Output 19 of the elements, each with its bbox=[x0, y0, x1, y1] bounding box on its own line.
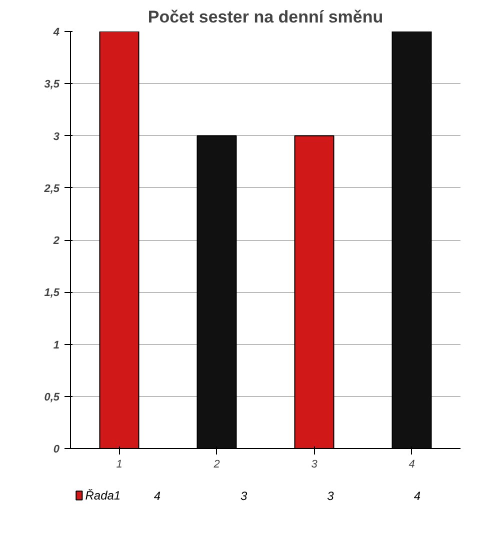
x-tick-label: 1 bbox=[116, 458, 122, 470]
data-label: 4 bbox=[154, 489, 161, 503]
y-tick-label: 0 bbox=[53, 444, 60, 456]
y-tick-label: 3,5 bbox=[44, 78, 60, 91]
y-tick-label: 0,5 bbox=[44, 391, 60, 404]
chart-title: Počet sester na denní směnu bbox=[148, 8, 384, 26]
x-tick-label: 3 bbox=[311, 458, 318, 470]
data-label: 3 bbox=[327, 489, 334, 503]
data-label: 4 bbox=[414, 489, 421, 503]
data-label: 3 bbox=[240, 489, 248, 503]
legend-label: Řada1 bbox=[85, 488, 121, 502]
y-tick-label: 2 bbox=[52, 235, 60, 247]
y-tick-label: 4 bbox=[52, 26, 60, 38]
y-tick-label: 3 bbox=[53, 130, 60, 143]
y-tick-label: 1,5 bbox=[44, 287, 60, 300]
y-tick-label: 1 bbox=[53, 339, 60, 352]
x-tick-label: 2 bbox=[212, 458, 220, 470]
y-tick-label: 2,5 bbox=[43, 182, 60, 195]
x-tick-label: 4 bbox=[408, 458, 415, 470]
